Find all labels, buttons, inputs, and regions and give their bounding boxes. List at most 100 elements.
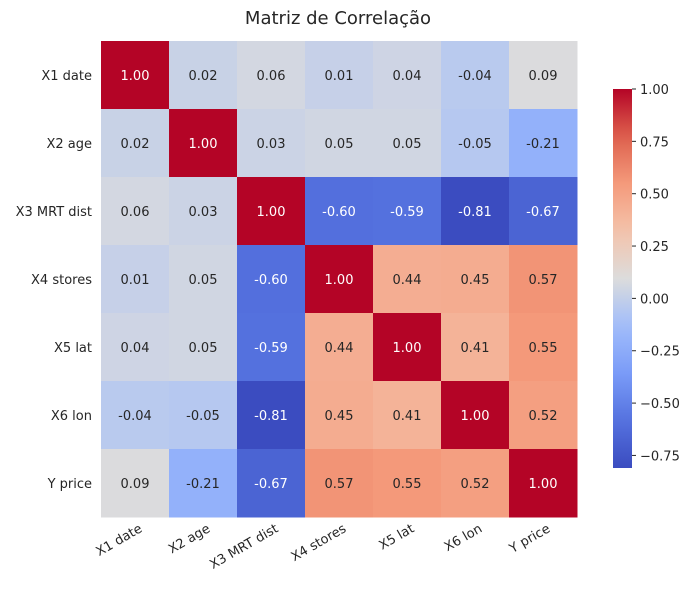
heatmap-cell — [373, 41, 442, 110]
heatmap-cell — [509, 109, 578, 178]
cell-value-label: 1.00 — [325, 273, 354, 288]
cell-value-label: 0.05 — [325, 137, 354, 152]
heatmap-cell — [509, 41, 578, 110]
heatmap-cell — [373, 381, 442, 450]
heatmap-cell — [305, 177, 374, 246]
colorbar-tick-label: 0.25 — [640, 240, 669, 255]
heatmap-cell — [441, 381, 510, 450]
cell-value-label: -0.21 — [186, 477, 220, 492]
heatmap-cells — [101, 41, 578, 518]
heatmap-cell — [169, 109, 238, 178]
heatmap-cell — [305, 449, 374, 518]
cell-value-label: 0.45 — [325, 409, 354, 424]
colorbar-tick-label: −0.75 — [640, 449, 680, 464]
row-label: X1 date — [41, 69, 92, 84]
heatmap-cell — [373, 313, 442, 382]
cell-value-label: 0.44 — [325, 341, 354, 356]
column-label: X5 lat — [377, 521, 417, 553]
heatmap-cell — [237, 245, 306, 314]
column-label: X2 age — [166, 521, 213, 557]
heatmap-cell — [373, 449, 442, 518]
cell-value-label: 0.02 — [189, 69, 218, 84]
cell-value-label: -0.05 — [186, 409, 220, 424]
colorbar-tick-label: 1.00 — [640, 83, 669, 98]
column-label: X6 lon — [442, 521, 485, 555]
cell-value-label: 1.00 — [257, 205, 286, 220]
cell-value-label: -0.67 — [526, 205, 560, 220]
heatmap-cell — [305, 41, 374, 110]
row-label: X5 lat — [54, 341, 92, 356]
heatmap-cell — [305, 313, 374, 382]
heatmap-cell — [237, 313, 306, 382]
cell-value-label: 1.00 — [461, 409, 490, 424]
heatmap-cell — [169, 449, 238, 518]
heatmap-cell — [237, 381, 306, 450]
cell-value-label: 0.02 — [121, 137, 150, 152]
cell-value-label: 0.57 — [325, 477, 354, 492]
cell-value-label: 0.45 — [461, 273, 490, 288]
heatmap-cell — [373, 245, 442, 314]
cell-value-label: 0.52 — [461, 477, 490, 492]
cell-value-label: 0.04 — [393, 69, 422, 84]
column-label: X1 date — [94, 521, 145, 559]
cell-value-label: -0.59 — [390, 205, 424, 220]
heatmap-cell — [101, 245, 170, 314]
cell-value-label: 1.00 — [529, 477, 558, 492]
cell-value-label: -0.21 — [526, 137, 560, 152]
cell-value-label: 1.00 — [393, 341, 422, 356]
heatmap-cell — [305, 245, 374, 314]
heatmap-cell — [441, 177, 510, 246]
colorbar-tick-label: 0.50 — [640, 188, 669, 203]
heatmap-cell — [169, 381, 238, 450]
heatmap-cell — [169, 177, 238, 246]
colorbar — [613, 89, 632, 468]
cell-value-label: 0.41 — [461, 341, 490, 356]
heatmap-cell — [169, 313, 238, 382]
colorbar-ticks: 1.00 0.75 0.50 0.25 0.00 −0.25 −0.50 −0.75 — [632, 83, 680, 464]
column-label: X4 stores — [289, 521, 349, 565]
heatmap-cell — [441, 313, 510, 382]
heatmap-annotations: 1.00 0.02 0.06 0.01 0.04 -0.04 0.09 0.02 1.00 0.0… — [118, 69, 560, 492]
cell-value-label: -0.59 — [254, 341, 288, 356]
cell-value-label: 0.52 — [529, 409, 558, 424]
cell-value-label: 0.09 — [529, 69, 558, 84]
cell-value-label: 0.55 — [393, 477, 422, 492]
heatmap-cell — [509, 449, 578, 518]
colorbar-tick-label: 0.00 — [640, 292, 669, 307]
heatmap-cell — [509, 381, 578, 450]
cell-value-label: -0.05 — [458, 137, 492, 152]
cell-value-label: 0.05 — [393, 137, 422, 152]
colorbar-tick-label: −0.25 — [640, 345, 680, 360]
row-label: X4 stores — [31, 273, 92, 288]
cell-value-label: 0.03 — [189, 205, 218, 220]
heatmap-cell — [441, 41, 510, 110]
heatmap-cell — [169, 245, 238, 314]
heatmap-cell — [237, 109, 306, 178]
row-label: X2 age — [46, 137, 92, 152]
cell-value-label: 0.44 — [393, 273, 422, 288]
cell-value-label: 0.05 — [189, 273, 218, 288]
cell-value-label: 0.55 — [529, 341, 558, 356]
row-labels: X1 date X2 age X3 MRT dist X4 stores X5 lat X… — [16, 69, 93, 492]
heatmap-cell — [305, 109, 374, 178]
heatmap-cell — [237, 41, 306, 110]
cell-value-label: 0.04 — [121, 341, 150, 356]
row-label: Y price — [47, 477, 92, 492]
heatmap-cell — [305, 381, 374, 450]
heatmap-cell — [101, 381, 170, 450]
chart-title: Matriz de Correlação — [245, 8, 431, 29]
heatmap-cell — [509, 177, 578, 246]
heatmap-cell — [237, 177, 306, 246]
cell-value-label: -0.67 — [254, 477, 288, 492]
cell-value-label: 0.05 — [189, 341, 218, 356]
heatmap-cell — [101, 109, 170, 178]
cell-value-label: 0.57 — [529, 273, 558, 288]
heatmap-cell — [101, 449, 170, 518]
heatmap-cell — [237, 449, 306, 518]
cell-value-label: -0.81 — [458, 205, 492, 220]
heatmap-cell — [373, 109, 442, 178]
heatmap-cell — [169, 41, 238, 110]
cell-value-label: 0.06 — [257, 69, 286, 84]
cell-value-label: 0.01 — [325, 69, 354, 84]
cell-value-label: -0.81 — [254, 409, 288, 424]
